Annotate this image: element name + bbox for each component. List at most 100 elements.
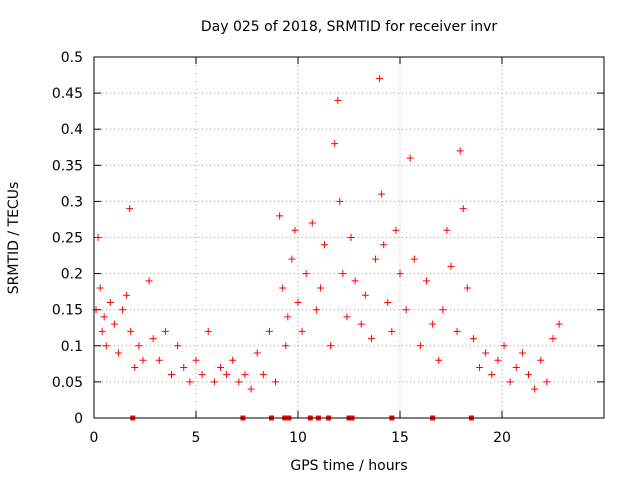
data-point xyxy=(367,335,375,343)
data-point xyxy=(372,255,380,263)
x-tick-label: 20 xyxy=(493,430,511,446)
data-point xyxy=(537,356,545,364)
plot-frame xyxy=(93,56,605,419)
data-point xyxy=(459,205,467,213)
data-point xyxy=(331,140,339,148)
data-point xyxy=(316,284,324,292)
data-point xyxy=(298,327,306,335)
data-point xyxy=(149,335,157,343)
data-point xyxy=(96,284,104,292)
data-point xyxy=(276,212,284,220)
data-point xyxy=(494,356,502,364)
data-point xyxy=(174,342,182,350)
data-point xyxy=(302,270,310,278)
data-point xyxy=(361,291,369,299)
data-point xyxy=(456,147,464,155)
data-point xyxy=(543,378,551,386)
data-point xyxy=(453,327,461,335)
data-point xyxy=(392,226,400,234)
data-point xyxy=(259,371,267,379)
data-point xyxy=(131,363,139,371)
data-point xyxy=(384,298,392,306)
data-point xyxy=(347,234,355,241)
data-point xyxy=(396,270,404,278)
data-point xyxy=(525,371,533,379)
data-point xyxy=(155,356,163,364)
x-tick-label: 0 xyxy=(90,430,99,446)
data-point xyxy=(447,262,455,270)
y-tick-label: 0.1 xyxy=(61,339,83,355)
data-point xyxy=(439,306,447,314)
y-tick-label: 0.25 xyxy=(52,231,83,247)
data-point xyxy=(500,342,508,350)
data-point xyxy=(488,371,496,379)
x-axis-label: GPS time / hours xyxy=(290,458,407,474)
data-point xyxy=(357,320,365,328)
data-point xyxy=(549,335,557,343)
data-point xyxy=(284,313,292,321)
data-point xyxy=(429,320,437,328)
data-point xyxy=(469,335,477,343)
data-point xyxy=(204,327,212,335)
data-point xyxy=(380,241,388,249)
data-point xyxy=(288,255,296,263)
data-point xyxy=(410,255,418,263)
data-point xyxy=(123,291,131,299)
data-point xyxy=(223,371,231,379)
data-point xyxy=(106,298,114,306)
y-tick-label: 0.4 xyxy=(61,122,83,138)
data-point xyxy=(482,349,490,357)
data-point xyxy=(94,234,102,241)
data-point xyxy=(126,205,134,213)
data-point xyxy=(531,385,539,393)
data-point xyxy=(98,327,106,335)
data-point xyxy=(145,277,153,285)
data-point xyxy=(388,327,396,335)
y-tick-label: 0.2 xyxy=(61,267,83,283)
data-point xyxy=(312,306,320,314)
data-point xyxy=(235,378,243,386)
data-point xyxy=(229,356,237,364)
data-point xyxy=(555,320,563,328)
y-tick-label: 0.3 xyxy=(61,194,83,210)
data-point xyxy=(247,385,255,393)
data-point xyxy=(135,342,143,350)
data-point xyxy=(253,349,261,357)
chart-title: Day 025 of 2018, SRMTID for receiver inv… xyxy=(201,19,497,35)
x-tick-label: 5 xyxy=(192,430,201,446)
data-point xyxy=(463,284,471,292)
y-axis-label: SRMTID / TECUs xyxy=(6,182,22,295)
data-point xyxy=(435,356,443,364)
data-point xyxy=(110,320,118,328)
data-point xyxy=(327,342,335,350)
data-point xyxy=(102,342,110,350)
data-point xyxy=(376,75,384,83)
data-point xyxy=(161,327,169,335)
data-point xyxy=(119,306,127,314)
data-point xyxy=(198,371,206,379)
data-point xyxy=(518,349,526,357)
data-point xyxy=(308,219,316,227)
data-point xyxy=(139,356,147,364)
data-point xyxy=(279,284,287,292)
data-point xyxy=(321,241,329,249)
data-point xyxy=(336,197,344,205)
data-point xyxy=(291,226,299,234)
data-point xyxy=(114,349,122,357)
data-point xyxy=(282,342,290,350)
y-tick-label: 0.5 xyxy=(61,50,83,66)
data-points xyxy=(92,75,563,421)
grid xyxy=(94,57,604,418)
data-point xyxy=(192,356,200,364)
y-tick-label: 0.05 xyxy=(52,375,83,391)
data-point xyxy=(343,313,351,321)
data-point xyxy=(265,327,273,335)
data-point xyxy=(351,277,359,285)
data-point xyxy=(180,363,188,371)
y-tick-label: 0.45 xyxy=(52,86,83,102)
data-point xyxy=(416,342,424,350)
x-tick-label: 10 xyxy=(289,430,307,446)
data-point xyxy=(216,363,224,371)
data-point xyxy=(378,190,386,198)
